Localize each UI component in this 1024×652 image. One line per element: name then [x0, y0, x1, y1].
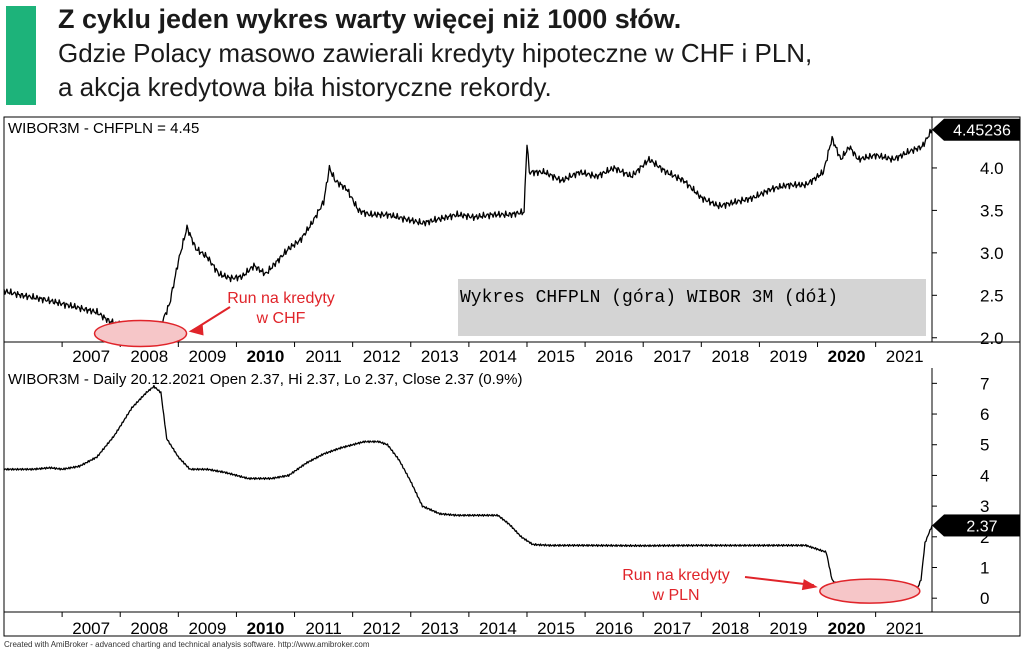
chf-x-tick-label: 2017: [653, 347, 691, 366]
headline: Z cyklu jeden wykres warty więcej niż 10…: [58, 4, 682, 34]
wibor-x-tick-label: 2019: [770, 619, 808, 638]
wibor-x-tick-label: 2014: [479, 619, 517, 638]
chf-x-tick-label: 2008: [130, 347, 168, 366]
chf-x-tick-label: 2013: [421, 347, 459, 366]
wibor-x-tick-label: 2020: [828, 619, 866, 638]
wibor-last-value-pointer: [932, 514, 944, 537]
wibor-x-tick-label: 2009: [188, 619, 226, 638]
wibor-y-tick-label: 7: [980, 374, 989, 393]
chf-x-tick-label: 2010: [247, 347, 285, 366]
chf-x-tick-label: 2016: [595, 347, 633, 366]
wibor-last-value-label: 2.37: [966, 518, 997, 535]
note-text: Wykres CHFPLN (góra) WIBOR 3M (dół): [460, 288, 838, 308]
wibor-x-tick-label: 2015: [537, 619, 575, 638]
chf-x-tick-label: 2009: [188, 347, 226, 366]
header: Z cyklu jeden wykres warty więcej niż 10…: [0, 0, 1024, 112]
wibor-x-tick-label: 2016: [595, 619, 633, 638]
chf-callout-line-2: w CHF: [256, 310, 306, 327]
chf-last-value-label: 4.45236: [953, 123, 1011, 140]
wibor-x-tick-label: 2021: [886, 619, 924, 638]
accent-bar: [6, 6, 36, 105]
footer-credit: Created with AmiBroker - advanced charti…: [4, 640, 370, 649]
chf-last-value-pointer: [932, 118, 944, 141]
wibor-y-tick-label: 2: [980, 528, 989, 547]
chf-x-tick-label: 2014: [479, 347, 517, 366]
wibor-x-tick-label: 2013: [421, 619, 459, 638]
pln-callout-arrowhead: [801, 579, 818, 591]
chf-x-tick-label: 2015: [537, 347, 575, 366]
wibor-panel-title: WIBOR3M - Daily 20.12.2021 Open 2.37, Hi…: [8, 371, 522, 388]
chf-run-ellipse: [93, 319, 188, 348]
chf-last-value-box: [944, 118, 1020, 141]
wibor-y-tick-label: 0: [980, 589, 989, 608]
chf-x-tick-label: 2019: [770, 347, 808, 366]
note-box: [458, 279, 926, 336]
pln-run-ellipse: [819, 578, 921, 604]
wibor-x-tick-label: 2018: [711, 619, 749, 638]
wibor-x-tick-label: 2012: [363, 619, 401, 638]
chf-x-tick-label: 2018: [711, 347, 749, 366]
pln-callout-line-2: w PLN: [651, 587, 699, 604]
chf-y-tick-label: 2.5: [980, 286, 1004, 305]
chf-y-tick-label: 3.0: [980, 244, 1004, 263]
wibor-x-tick-label: 2007: [72, 619, 110, 638]
wibor-last-value-box: [944, 514, 1020, 537]
wibor-y-tick-label: 1: [980, 558, 989, 577]
chf-x-tick-label: 2012: [363, 347, 401, 366]
chf-x-tick-label: 2011: [305, 347, 342, 366]
chf-x-tick-label: 2007: [72, 347, 110, 366]
chart-frame: [3, 116, 1021, 637]
wibor-series-line: [3, 384, 933, 593]
subtitle-line-2: a akcja kredytowa biła historyczne rekor…: [58, 72, 552, 102]
wibor-x-tick-label: 2011: [305, 619, 342, 638]
chart-area: 2.0 2.5 3.0 3.5 4.0 2007 2008 2009 2010 2011 2012 2…: [3, 116, 1021, 638]
wibor-y-tick-label: 4: [980, 466, 989, 485]
wibor-y-tick-label: 3: [980, 497, 989, 516]
wibor-x-tick-label: 2017: [653, 619, 691, 638]
chf-y-tick-label: 3.5: [980, 201, 1004, 220]
chf-callout-arrowhead: [188, 323, 204, 336]
chf-y-tick-label: 2.0: [980, 329, 1004, 348]
chf-x-tick-label: 2020: [828, 347, 866, 366]
chf-panel-title: WIBOR3M - CHFPLN = 4.45: [8, 120, 199, 137]
wibor-y-tick-label: 6: [980, 405, 989, 424]
wibor-x-tick-label: 2008: [130, 619, 168, 638]
chf-callout-line-1: Run na kredyty: [227, 290, 335, 307]
wibor-x-tick-label: 2010: [247, 619, 285, 638]
chf-x-tick-label: 2021: [886, 347, 924, 366]
chf-y-tick-label: 4.0: [980, 159, 1004, 178]
wibor-y-tick-label: 5: [980, 436, 989, 455]
subtitle-line-1: Gdzie Polacy masowo zawierali kredyty hi…: [58, 38, 813, 68]
pln-callout-line-1: Run na kredyty: [622, 567, 730, 584]
pln-callout-arrow-line: [744, 576, 814, 587]
